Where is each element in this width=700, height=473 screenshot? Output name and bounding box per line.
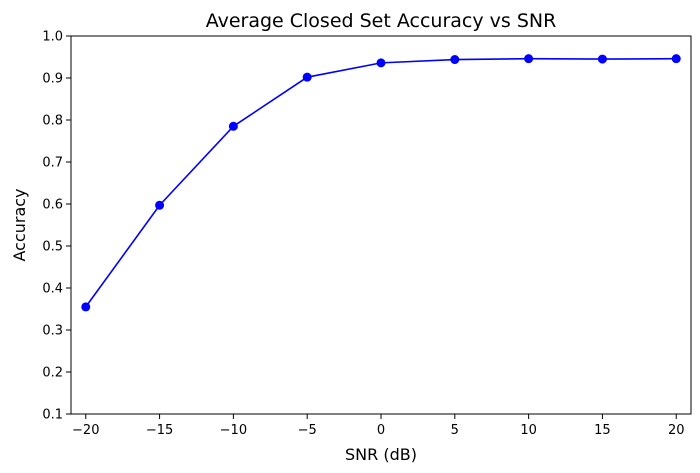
x-tick-label: 5 (451, 423, 459, 438)
x-tick-label: 20 (668, 423, 685, 438)
x-tick-label: 0 (377, 423, 385, 438)
x-axis-label: SNR (dB) (345, 445, 417, 464)
x-tick-label: 15 (594, 423, 611, 438)
y-tick-label: 0.4 (42, 282, 63, 297)
y-tick-label: 0.9 (42, 72, 63, 87)
data-point (155, 200, 165, 210)
data-series (81, 54, 681, 312)
chart-title: Average Closed Set Accuracy vs SNR (206, 10, 557, 32)
data-point (597, 54, 607, 64)
data-point (81, 302, 91, 312)
y-tick-label: 0.1 (42, 408, 63, 423)
x-tick-label: −20 (72, 423, 99, 438)
plot-frame (70, 35, 692, 415)
y-tick-label: 0.5 (42, 240, 63, 255)
y-tick-label: 1.0 (42, 30, 63, 45)
data-point (450, 55, 460, 65)
data-point (524, 54, 534, 64)
x-tick-label: −10 (220, 423, 247, 438)
x-tick-label: −15 (146, 423, 173, 438)
y-tick-label: 0.6 (42, 198, 63, 213)
y-tick-label: 0.2 (42, 366, 63, 381)
y-tick-label: 0.3 (42, 324, 63, 339)
axis-ticks: −20 −15 −10 −5 0 5 10 15 20 0.1 0.2 0.3 0.4 0.5 0.6 0.7… (42, 30, 684, 439)
y-tick-label: 0.7 (42, 156, 63, 171)
data-point (671, 54, 681, 64)
x-tick-label: −5 (298, 423, 317, 438)
x-tick-label: 10 (520, 423, 537, 438)
data-point (302, 72, 312, 82)
data-point (376, 58, 386, 68)
y-axis-label: Accuracy (10, 188, 29, 261)
data-point (228, 121, 238, 131)
y-tick-label: 0.8 (42, 114, 63, 129)
